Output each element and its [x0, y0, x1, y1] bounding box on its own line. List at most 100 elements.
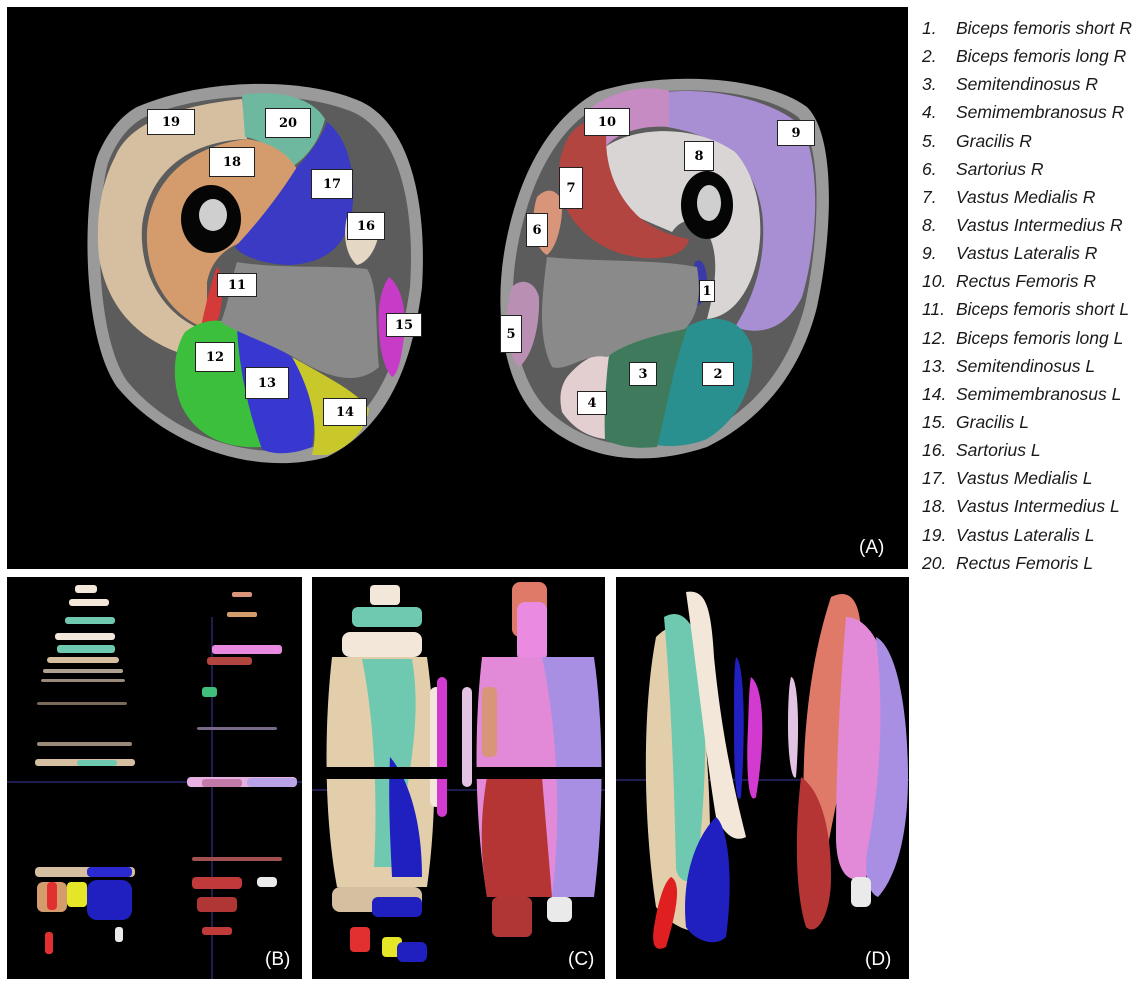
- legend-item-number: 8.: [922, 214, 937, 235]
- legend-item: 8. Vastus Intermedius R: [922, 211, 1146, 239]
- legend-item-label: Vastus Intermedius L: [956, 496, 1120, 517]
- vastus-medialis-L: [235, 122, 354, 265]
- legend-item: 5. Gracilis R: [922, 127, 1146, 155]
- legend-item-number: 1.: [922, 18, 937, 38]
- right-surface-model: [788, 593, 908, 930]
- adductor-region-R: [542, 257, 699, 368]
- legend-item-label: Biceps femoris short R: [956, 18, 1133, 38]
- muscle-tag: 5: [500, 315, 522, 353]
- legend-item-label: Gracilis L: [956, 411, 1029, 432]
- panel-c-stacked-3d: (C): [312, 577, 605, 979]
- muscle-tag: 15: [386, 313, 422, 337]
- legend-item: 7. Vastus Medialis R: [922, 183, 1146, 211]
- semitendinosus-R: [603, 329, 687, 448]
- legend-item-number: 10.: [922, 271, 947, 292]
- legend-item-label: Biceps femoris long R: [956, 46, 1127, 67]
- muscle-tag: 4: [577, 391, 607, 415]
- muscle-tag: 16: [347, 212, 385, 240]
- muscle-tag: 3: [629, 362, 657, 386]
- legend-item: 19. Vastus Lateralis L: [922, 521, 1146, 549]
- legend-item-number: 14.: [922, 383, 947, 404]
- legend-item: 15. Gracilis L: [922, 408, 1146, 436]
- legend-item-number: 15.: [922, 411, 947, 432]
- legend-item-label: Sartorius L: [956, 440, 1041, 461]
- left-stack: [322, 585, 452, 962]
- muscle-tag: 19: [147, 109, 195, 135]
- muscle-tag: 7: [559, 167, 583, 209]
- panel-a-mri-slice: 1 2 3 4 5 6 7 8 9 10 11 12 13 14 15 16 17 18 19 20 (A): [7, 7, 908, 569]
- biceps-femoris-short-L: [200, 267, 223, 334]
- slice-stack-render: [7, 585, 302, 979]
- legend-item-label: Semimembranosus L: [956, 383, 1122, 404]
- muscle-tag: 6: [526, 213, 548, 247]
- legend-item-label: Semitendinosus L: [956, 355, 1096, 376]
- panel-d-3d-surface: (D): [616, 577, 909, 979]
- legend-item-label: Gracilis R: [956, 130, 1032, 151]
- legend-item-number: 3.: [922, 74, 937, 95]
- legend-item-label: Sartorius R: [956, 158, 1044, 179]
- muscle-tag: 17: [311, 169, 353, 199]
- muscle-tag: 2: [702, 362, 734, 386]
- legend-item: 18. Vastus Intermedius L: [922, 492, 1146, 520]
- legend-item: 3. Semitendinosus R: [922, 70, 1146, 98]
- stacked-render: [312, 582, 605, 962]
- legend-item: 9. Vastus Lateralis R: [922, 239, 1146, 267]
- legend-item: 16. Sartorius L: [922, 436, 1146, 464]
- legend-item-number: 12.: [922, 327, 947, 348]
- legend-item-label: Vastus Lateralis L: [956, 524, 1095, 545]
- legend-item-label: Rectus Femoris L: [956, 552, 1094, 573]
- legend-item: 1. Biceps femoris short R: [922, 14, 1146, 42]
- legend-item: 6. Sartorius R: [922, 155, 1146, 183]
- muscle-tag: 13: [245, 367, 289, 399]
- muscle-tag: 10: [584, 108, 630, 136]
- muscle-legend: 1. Biceps femoris short R 2. Biceps femoris…: [922, 14, 1146, 577]
- legend-item-label: Semitendinosus R: [956, 74, 1099, 95]
- legend-item-label: Vastus Medialis L: [956, 468, 1093, 489]
- legend-item-label: Rectus Femoris R: [956, 271, 1097, 292]
- right-stack: [462, 582, 602, 937]
- legend-item-number: 4.: [922, 102, 937, 123]
- muscle-tag: 20: [265, 108, 311, 138]
- left-slices: [35, 585, 135, 954]
- legend-item: 20. Rectus Femoris L: [922, 549, 1146, 577]
- right-slices: [187, 592, 297, 935]
- legend-item-number: 19.: [922, 524, 947, 545]
- legend-item-number: 2.: [922, 46, 937, 67]
- legend-item-label: Biceps femoris short L: [956, 299, 1130, 320]
- legend-item-label: Biceps femoris long L: [956, 327, 1124, 348]
- muscle-tag: 14: [323, 398, 367, 426]
- legend-item-number: 18.: [922, 496, 947, 517]
- mri-slice-image: [87, 78, 829, 464]
- legend-item-label: Vastus Lateralis R: [956, 243, 1098, 264]
- legend-item: 10. Rectus Femoris R: [922, 267, 1146, 295]
- legend-item-number: 6.: [922, 158, 937, 179]
- legend-item-label: Semimembranosus R: [956, 102, 1125, 123]
- legend-item-number: 11.: [922, 299, 946, 320]
- muscle-tag: 18: [209, 147, 255, 177]
- legend-item-number: 16.: [922, 440, 947, 461]
- vastus-medialis-R: [558, 118, 689, 259]
- legend-item-number: 7.: [922, 186, 937, 207]
- muscle-tag: 11: [217, 273, 257, 297]
- legend-item-number: 9.: [922, 243, 937, 264]
- legend-item: 4. Semimembranosus R: [922, 98, 1146, 126]
- legend-item-label: Vastus Medialis R: [956, 186, 1096, 207]
- legend-item-number: 17.: [922, 468, 947, 489]
- legend-item: 2. Biceps femoris long R: [922, 42, 1146, 70]
- legend-item-number: 20.: [922, 552, 947, 573]
- panel-label-a: (A): [859, 537, 885, 558]
- vastus-lateralis-L: [97, 99, 247, 352]
- legend-item-label: Vastus Intermedius R: [956, 214, 1123, 235]
- surface-render: [616, 591, 909, 949]
- legend-item: 12. Biceps femoris long L: [922, 324, 1146, 352]
- legend-item: 17. Vastus Medialis L: [922, 464, 1146, 492]
- panel-label-d: (D): [865, 949, 892, 970]
- muscle-tag: 8: [684, 141, 714, 171]
- legend-item: 13. Semitendinosus L: [922, 352, 1146, 380]
- legend-item: 11. Biceps femoris short L: [922, 295, 1146, 323]
- legend-item: 14. Semimembranosus L: [922, 380, 1146, 408]
- muscle-tag: 12: [195, 342, 235, 372]
- vastus-lateralis-R: [667, 91, 816, 331]
- left-surface-model: [645, 591, 763, 949]
- muscle-tag: 9: [777, 120, 815, 146]
